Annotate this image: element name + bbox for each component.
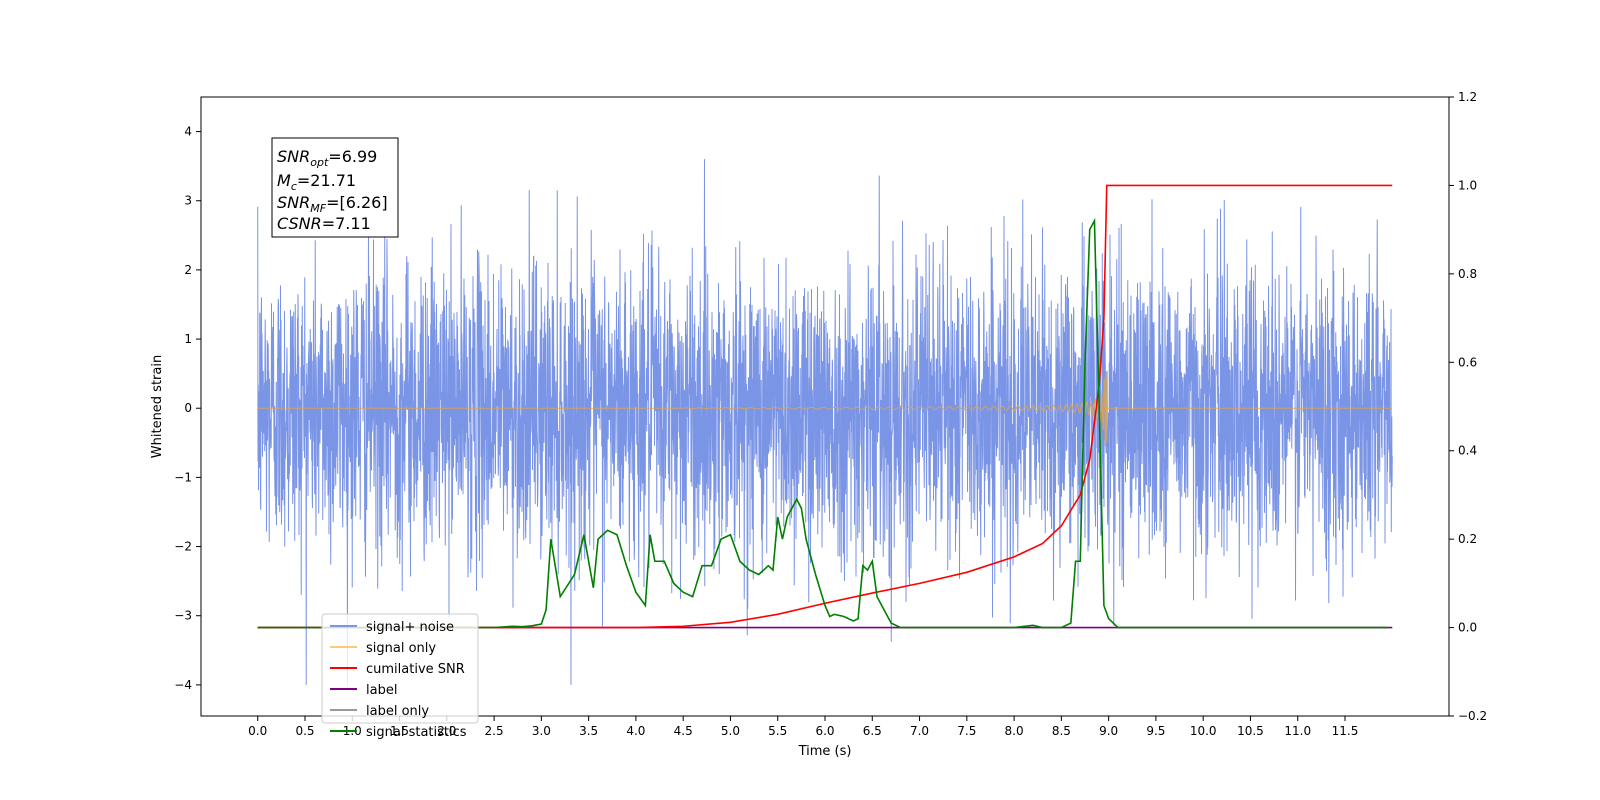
x-tick-label: 3.5 <box>579 724 598 738</box>
x-tick-label: 4.0 <box>626 724 645 738</box>
y2-tick-label: 0.2 <box>1458 532 1477 546</box>
y-tick-label: −4 <box>174 678 192 692</box>
x-tick-label: 5.5 <box>768 724 787 738</box>
y-axis-label: Whitened strain <box>150 355 165 458</box>
y2-tick-label: 1.2 <box>1458 90 1477 104</box>
snr-opt-sub: opt <box>310 156 329 169</box>
y-axis-ticks: −4 −3 −2 −1 0 1 2 3 4 <box>174 125 201 692</box>
x-tick-label: 5.0 <box>721 724 740 738</box>
signal-only-series-layer <box>257 371 1393 447</box>
x-tick-label: 9.0 <box>1099 724 1118 738</box>
annotation-snr-opt: SNRopt=6.99 <box>277 147 377 169</box>
x-tick-label: 10.5 <box>1237 724 1264 738</box>
x-tick-label: 6.0 <box>815 724 834 738</box>
y-tick-label: 0 <box>184 401 192 415</box>
x-tick-label: 1.5 <box>390 724 409 738</box>
y2-tick-label: 0.0 <box>1458 621 1477 635</box>
y2-tick-label: −0.2 <box>1458 709 1487 723</box>
x-tick-label: 10.0 <box>1190 724 1217 738</box>
x-tick-label: 2.5 <box>485 724 504 738</box>
y-tick-label: 4 <box>184 125 192 139</box>
x-axis-ticks: 0.0 0.5 1.0 1.5 2.0 2.5 3.0 3.5 4.0 4.5 5.0 5.5 6.0 6… <box>248 716 1358 738</box>
y2-tick-label: 0.8 <box>1458 267 1477 281</box>
signal-only-series-line <box>257 371 1393 447</box>
noise-series-line <box>257 159 1393 685</box>
legend-label: label only <box>366 704 429 719</box>
snr-opt-name: SNR <box>277 147 310 166</box>
legend-label: label <box>366 683 397 698</box>
x-tick-label: 8.0 <box>1005 724 1024 738</box>
annotation-csnr: CSNR=7.11 <box>277 214 371 233</box>
mc-sub: c <box>291 180 297 193</box>
legend-label: signal statistics <box>366 725 467 740</box>
annotation-mc: Mc=21.71 <box>277 171 356 193</box>
y2-tick-label: 0.6 <box>1458 355 1477 369</box>
y-tick-label: 2 <box>184 263 192 277</box>
x-tick-label: 8.5 <box>1052 724 1071 738</box>
legend-label: signal+ noise <box>366 620 454 635</box>
annotation-snr-mf: SNRMF=[6.26] <box>277 193 388 215</box>
x-tick-label: 9.5 <box>1146 724 1165 738</box>
x-tick-label: 6.5 <box>863 724 882 738</box>
y-tick-label: −1 <box>174 470 192 484</box>
legend-frame <box>321 613 479 724</box>
legend-label: cumilative SNR <box>366 662 465 677</box>
noise-series-layer <box>257 159 1393 685</box>
y-tick-label: −2 <box>174 540 192 554</box>
csnr-value: =7.11 <box>322 214 371 233</box>
x-tick-label: 2.0 <box>437 724 456 738</box>
x-tick-label: 7.5 <box>957 724 976 738</box>
y2-tick-label: 0.4 <box>1458 444 1477 458</box>
csnr-name: CSNR <box>277 214 322 233</box>
annotation-frame <box>271 137 399 238</box>
x-tick-label: 11.0 <box>1284 724 1311 738</box>
x-tick-label: 3.0 <box>532 724 551 738</box>
x-tick-label: 0.5 <box>295 724 314 738</box>
annotation-box: SNRopt=6.99 Mc=21.71 SNRMF=[6.26] CSNR=7… <box>271 137 399 238</box>
x-tick-label: 11.5 <box>1332 724 1359 738</box>
mc-value: =21.71 <box>297 171 356 190</box>
x-tick-label: 7.0 <box>910 724 929 738</box>
snr-mf-name: SNR <box>277 193 310 212</box>
legend-label: signal only <box>366 641 436 656</box>
y-tick-label: 1 <box>184 332 192 346</box>
x-tick-label: 0.0 <box>248 724 267 738</box>
x-axis-label: Time (s) <box>798 744 852 759</box>
snr-mf-value: =[6.26] <box>326 193 388 212</box>
y2-axis-ticks: −0.2 0.0 0.2 0.4 0.6 0.8 1.0 1.2 <box>1449 90 1487 723</box>
y-tick-label: −3 <box>174 609 192 623</box>
mc-name: M <box>277 171 291 190</box>
y-tick-label: 3 <box>184 194 192 208</box>
snr-mf-sub: MF <box>310 202 326 215</box>
snr-opt-value: =6.99 <box>328 147 377 166</box>
cumilative-snr-series-line <box>257 184 1393 629</box>
legend: signal+ noise signal only cumilative SNR la… <box>321 613 479 740</box>
signal-statistics-series-line <box>257 217 1388 629</box>
y2-tick-label: 1.0 <box>1458 178 1477 192</box>
x-tick-label: 4.5 <box>674 724 693 738</box>
